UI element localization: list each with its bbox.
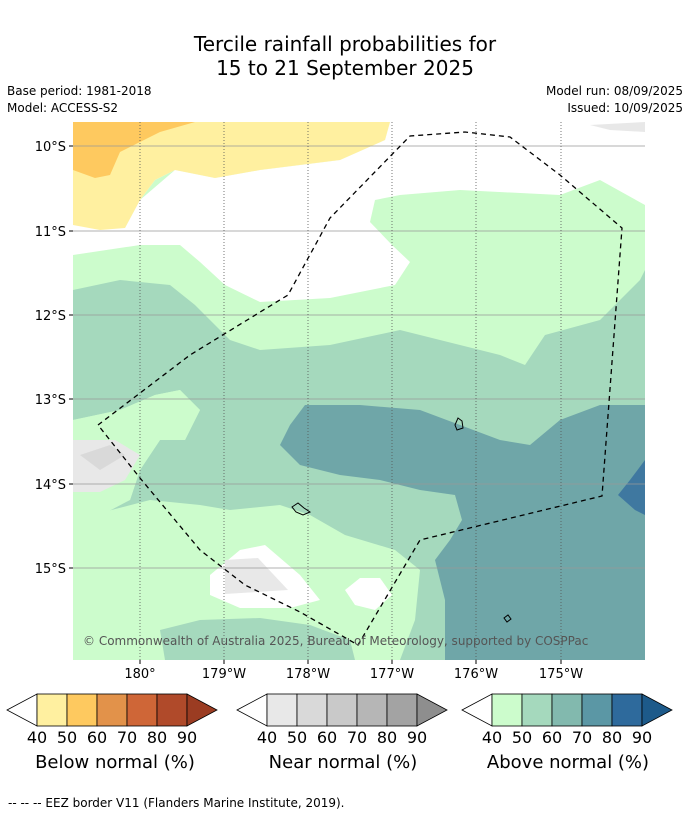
above-tick-label: 50 — [512, 728, 532, 747]
below-tick-label: 50 — [57, 728, 77, 747]
latitude-labels: 10°S 11°S 12°S 13°S 14°S 15°S — [35, 140, 66, 577]
below-swatch — [96, 693, 128, 727]
near-extend-low — [236, 693, 268, 727]
near-swatch — [296, 693, 328, 727]
lon-label: 179°W — [202, 667, 246, 682]
near-40-patch-south — [225, 558, 288, 594]
model-name: Model: ACCESS-S2 — [7, 101, 119, 115]
lon-label: 177°W — [370, 667, 414, 682]
above-swatch — [611, 693, 643, 727]
below-swatch — [66, 693, 98, 727]
near-swatch — [356, 693, 388, 727]
map-plot-area — [73, 122, 645, 660]
below-tick-label: 90 — [177, 728, 197, 747]
above-tick-label: 60 — [542, 728, 562, 747]
below-40-region — [73, 122, 390, 230]
colorbars: 40 50 60 70 80 90 40 50 60 70 80 90 40 50 60 70 80 90 — [6, 693, 673, 747]
no-signal-region-2 — [73, 122, 645, 302]
above-swatch — [551, 693, 583, 727]
lat-label: 12°S — [35, 309, 66, 324]
lat-label: 13°S — [35, 393, 66, 408]
map-title-line1: Tercile rainfall probabilities for — [193, 32, 497, 56]
lat-label: 11°S — [35, 225, 66, 240]
longitude-labels: 180° 179°W 178°W 177°W 176°W 175°W — [124, 667, 583, 682]
near-40-region-north — [590, 122, 645, 132]
island-outline — [454, 417, 464, 431]
below-tick-label: 60 — [87, 728, 107, 747]
island-outline-3 — [503, 614, 512, 623]
latitude-gridlines — [73, 145, 645, 569]
above-tick-label: 70 — [572, 728, 592, 747]
map-title-line2: 15 to 21 September 2025 — [216, 56, 474, 80]
no-signal-patch-south-2 — [345, 578, 392, 610]
above-swatch — [581, 693, 613, 727]
below-tick-label: 70 — [117, 728, 137, 747]
near-tick-label: 50 — [287, 728, 307, 747]
below-tick-label: 80 — [147, 728, 167, 747]
above-extend-low — [461, 693, 493, 727]
lat-label: 10°S — [35, 140, 66, 155]
copyright-text: © Commonwealth of Australia 2025, Bureau… — [83, 634, 588, 648]
below-extend-high — [186, 693, 218, 727]
island-outline-2 — [291, 502, 312, 516]
above-70-region — [618, 460, 645, 515]
below-50-region — [73, 122, 195, 178]
below-swatch — [36, 693, 68, 727]
eez-border — [97, 131, 623, 646]
below-swatch — [126, 693, 158, 727]
axis-ticks — [69, 145, 562, 664]
below-extend-low — [6, 693, 38, 727]
below-normal-label: Below normal (%) — [35, 752, 195, 773]
lon-label: 176°W — [454, 667, 498, 682]
above-swatch — [521, 693, 553, 727]
lon-label: 175°W — [539, 667, 583, 682]
below-swatch — [156, 693, 188, 727]
issued-date: Issued: 10/09/2025 — [567, 101, 683, 115]
near-extend-high — [416, 693, 448, 727]
near-normal-label: Near normal (%) — [268, 752, 418, 773]
near-swatch — [326, 693, 358, 727]
below-tick-label: 40 — [27, 728, 47, 747]
above-normal-label: Above normal (%) — [486, 752, 650, 773]
eez-footnote: -- -- -- EEZ border V11 (Flanders Marine… — [8, 796, 345, 810]
near-tick-label: 70 — [347, 728, 367, 747]
above-extend-high — [641, 693, 673, 727]
above-tick-label: 90 — [632, 728, 652, 747]
near-swatch — [386, 693, 418, 727]
model-run: Model run: 08/09/2025 — [545, 84, 683, 98]
near-tick-label: 60 — [317, 728, 337, 747]
near-tick-label: 40 — [257, 728, 277, 747]
above-60-region — [280, 405, 645, 660]
above-tick-label: 80 — [602, 728, 622, 747]
base-period: Base period: 1981-2018 — [7, 84, 152, 98]
near-swatch — [266, 693, 298, 727]
near-tick-label: 90 — [407, 728, 427, 747]
lat-label: 14°S — [35, 478, 66, 493]
above-swatch — [491, 693, 523, 727]
near-tick-label: 80 — [377, 728, 397, 747]
lat-label: 15°S — [35, 562, 66, 577]
lon-label: 178°W — [286, 667, 330, 682]
lon-label: 180° — [124, 667, 155, 682]
near-50-region-west — [80, 445, 125, 470]
above-tick-label: 40 — [482, 728, 502, 747]
above-50-region-south — [160, 618, 355, 660]
